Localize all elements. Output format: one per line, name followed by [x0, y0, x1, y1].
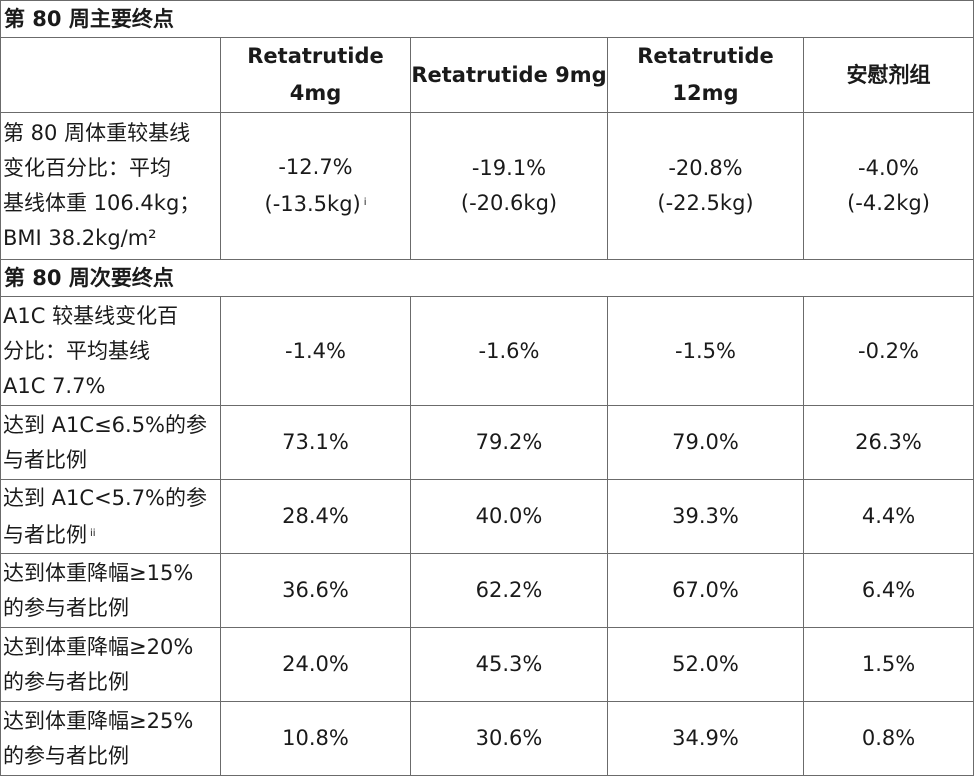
value-cell: 4.4% — [802, 479, 975, 554]
footnote-marker: i — [363, 197, 367, 208]
value-cell: 1.5% — [802, 627, 975, 702]
table-row: 达到 A1C<5.7%的参 与者比例 ii 28.4% 40.0% 39.3% 4… — [0, 479, 975, 554]
row-label-line: 分比：平均基线 — [3, 338, 150, 363]
value-cell: 52.0% — [607, 627, 804, 702]
column-header-4mg: Retatrutide 4mg — [220, 37, 411, 113]
row-label: 达到体重降幅≥25% 的参与者比例 — [0, 701, 221, 776]
value-cell: -12.7% (-13.5kg) i — [220, 112, 411, 260]
percent-change: -12.7% — [278, 155, 353, 179]
value-cell: 79.2% — [410, 405, 608, 480]
row-label-line: 达到体重降幅≥15% — [3, 560, 194, 585]
table-row: 达到体重降幅≥20% 的参与者比例 24.0% 45.3% 52.0% 1.5% — [0, 627, 975, 702]
value-cell: 34.9% — [607, 701, 804, 776]
row-label: 达到体重降幅≥15% 的参与者比例 — [0, 553, 221, 628]
value-cell: 36.6% — [220, 553, 411, 628]
row-label-line: A1C 较基线变化百 — [3, 303, 179, 328]
header-empty-cell — [0, 37, 221, 113]
value-cell: 26.3% — [802, 405, 975, 480]
percent-change: -19.1% — [471, 156, 547, 180]
value-cell: -4.0% (-4.2kg) — [802, 112, 975, 260]
row-label-line: 的参与者比例 — [3, 743, 129, 768]
row-label-line: 第 80 周体重较基线 — [3, 121, 191, 145]
column-header-12mg: Retatrutide 12mg — [607, 37, 804, 113]
kg-change: (-22.5kg) — [657, 191, 754, 215]
primary-endpoint-section-row: 第 80 周主要终点 — [0, 0, 975, 38]
percent-change: -4.0% — [858, 156, 919, 180]
value-cell: 28.4% — [220, 479, 411, 554]
value-cell: 45.3% — [410, 627, 608, 702]
row-label-line: 变化百分比：平均 — [3, 156, 171, 180]
value-cell: 40.0% — [410, 479, 608, 554]
value-cell: -20.8% (-22.5kg) — [607, 112, 804, 260]
value-cell: 79.0% — [607, 405, 804, 480]
value-cell: -1.4% — [220, 296, 411, 406]
secondary-endpoint-section-row: 第 80 周次要终点 — [0, 259, 975, 297]
column-header-placebo: 安慰剂组 — [802, 37, 975, 113]
value-cell: 6.4% — [802, 553, 975, 628]
row-label: 达到体重降幅≥20% 的参与者比例 — [0, 627, 221, 702]
row-label-line: 与者比例 — [3, 522, 87, 547]
row-label-line: BMI 38.2kg/m² — [3, 226, 157, 250]
row-label-line: 达到体重降幅≥25% — [3, 708, 194, 733]
value-cell: 67.0% — [607, 553, 804, 628]
row-label: 达到 A1C<5.7%的参 与者比例 ii — [0, 479, 221, 554]
secondary-endpoint-heading: 第 80 周次要终点 — [0, 259, 975, 297]
row-label: 第 80 周体重较基线 变化百分比：平均 基线体重 106.4kg； BMI 3… — [0, 112, 221, 260]
table-row: 达到体重降幅≥15% 的参与者比例 36.6% 62.2% 67.0% 6.4% — [0, 553, 975, 628]
value-cell: 10.8% — [220, 701, 411, 776]
primary-endpoint-heading: 第 80 周主要终点 — [0, 0, 975, 38]
column-header-row: Retatrutide 4mg Retatrutide 9mg Retatrut… — [0, 37, 975, 113]
value-cell: 62.2% — [410, 553, 608, 628]
row-label-line: 达到体重降幅≥20% — [3, 634, 194, 659]
row-label-line: 的参与者比例 — [3, 595, 129, 620]
value-cell: 30.6% — [410, 701, 608, 776]
table-row: 第 80 周体重较基线 变化百分比：平均 基线体重 106.4kg； BMI 3… — [0, 112, 975, 260]
table-row: A1C 较基线变化百 分比：平均基线 A1C 7.7% -1.4% -1.6% … — [0, 296, 975, 406]
row-label: A1C 较基线变化百 分比：平均基线 A1C 7.7% — [0, 296, 221, 406]
value-cell: 24.0% — [220, 627, 411, 702]
percent-change: -20.8% — [668, 156, 743, 180]
value-cell: -0.2% — [802, 296, 975, 406]
value-cell: -1.6% — [410, 296, 608, 406]
value-cell: 39.3% — [607, 479, 804, 554]
row-label-line: 达到 A1C<5.7%的参 — [3, 485, 208, 510]
table-row: 达到 A1C≤6.5%的参 与者比例 73.1% 79.2% 79.0% 26.… — [0, 405, 975, 480]
row-label-line: 达到 A1C≤6.5%的参 — [3, 412, 208, 437]
row-label-line: A1C 7.7% — [3, 373, 106, 398]
footnote-marker: ii — [90, 527, 96, 539]
column-header-9mg: Retatrutide 9mg — [410, 37, 608, 113]
value-cell: -19.1% (-20.6kg) — [410, 112, 608, 260]
row-label-line: 基线体重 106.4kg； — [3, 191, 201, 215]
row-label-line: 与者比例 — [3, 447, 87, 472]
kg-change: (-20.6kg) — [460, 191, 558, 215]
kg-change: (-4.2kg) — [847, 191, 930, 215]
value-cell: -1.5% — [607, 296, 804, 406]
table-row: 达到体重降幅≥25% 的参与者比例 10.8% 30.6% 34.9% 0.8% — [0, 701, 975, 776]
value-cell: 73.1% — [220, 405, 411, 480]
row-label-line: 的参与者比例 — [3, 669, 129, 694]
kg-change: (-13.5kg) — [264, 192, 361, 216]
value-cell: 0.8% — [802, 701, 975, 776]
row-label: 达到 A1C≤6.5%的参 与者比例 — [0, 405, 221, 480]
